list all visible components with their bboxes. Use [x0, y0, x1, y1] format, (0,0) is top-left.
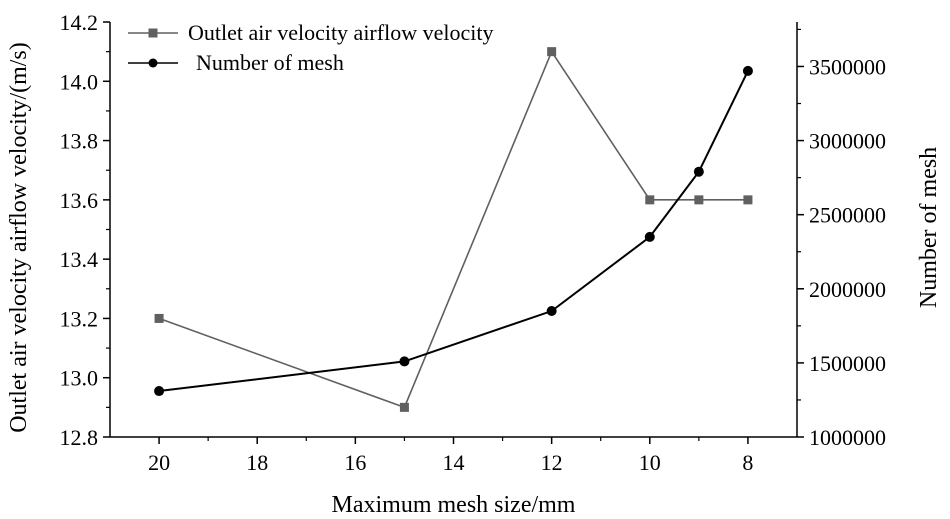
velocity-point [547, 47, 557, 57]
legend-mesh-circle-icon [148, 58, 158, 68]
y-tick-label: 13.4 [60, 247, 99, 272]
y-tick-label: 13.2 [60, 306, 99, 331]
legend-mesh-label: Number of mesh [196, 50, 344, 75]
y2-axis-title: Number of mesh [916, 147, 942, 308]
velocity-point [645, 195, 655, 205]
velocity-point [743, 195, 753, 205]
series-line-2 [158, 70, 749, 393]
y2-tick-label: 1500000 [809, 351, 886, 376]
y-tick-label: 13.0 [60, 366, 99, 391]
y2-tick-label: 2500000 [809, 203, 886, 228]
y2-tick-label: 3000000 [809, 129, 886, 154]
series-layer [154, 47, 753, 412]
legend: Outlet air velocity airflow velocity Num… [128, 20, 493, 75]
legend-velocity-square-icon [148, 28, 158, 38]
series-line-1 [158, 49, 748, 409]
legend-item-mesh: Number of mesh [128, 50, 344, 75]
y2-tick-label: 2000000 [809, 277, 886, 302]
y-axis-ticks: 12.8 13.0 13.2 13.4 13.6 13.8 14.0 14.2 [60, 10, 110, 450]
y-tick-label: 13.8 [60, 129, 99, 154]
x-axis-ticks: 20 18 16 14 12 10 8 [148, 437, 753, 475]
y-axis-title: Outlet air velocity airflow velocity/(m/… [6, 42, 32, 433]
x-tick-label: 20 [148, 450, 170, 475]
velocity-point [154, 313, 164, 323]
y-tick-label: 14.2 [60, 10, 99, 35]
legend-item-velocity: Outlet air velocity airflow velocity [128, 20, 493, 45]
velocity-point [399, 402, 409, 412]
mesh-count-point [742, 65, 753, 76]
x-tick-label: 14 [443, 450, 465, 475]
y-tick-label: 12.8 [60, 425, 99, 450]
mesh-count-point [154, 386, 165, 397]
mesh-count-point [693, 166, 704, 177]
x-tick-label: 8 [742, 450, 753, 475]
y2-tick-label: 3500000 [809, 54, 886, 79]
x-axis-title: Maximum mesh size/mm [332, 492, 576, 518]
mesh-count-point [546, 306, 557, 317]
y2-tick-label: 1000000 [809, 425, 886, 450]
velocity-point [694, 195, 704, 205]
x-tick-label: 16 [344, 450, 366, 475]
y-tick-label: 14.0 [60, 69, 99, 94]
mesh-count-point [399, 356, 410, 367]
y2-axis-ticks: 1000000 1500000 2000000 2500000 3000000 35000… [797, 28, 886, 450]
x-tick-label: 12 [541, 450, 563, 475]
legend-velocity-label: Outlet air velocity airflow velocity [188, 20, 493, 45]
x-tick-label: 18 [246, 450, 268, 475]
x-tick-label: 10 [639, 450, 661, 475]
mesh-count-point [644, 231, 655, 242]
y-tick-label: 13.6 [60, 188, 99, 213]
